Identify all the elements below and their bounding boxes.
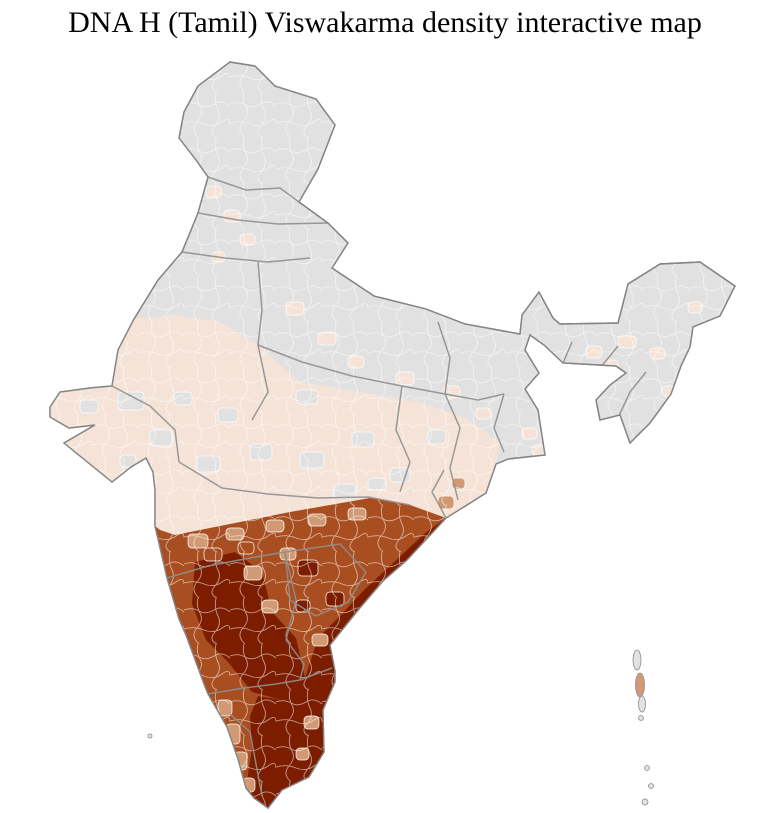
district-patch[interactable] [303, 715, 320, 730]
district-patch[interactable] [603, 359, 619, 371]
district-patch[interactable] [617, 335, 637, 349]
district-patch[interactable] [389, 467, 411, 483]
district-patch[interactable] [585, 345, 603, 359]
district-patch[interactable] [225, 723, 241, 745]
district-patch[interactable] [205, 185, 222, 199]
district-patch[interactable] [333, 483, 357, 499]
district-patch[interactable] [79, 399, 99, 414]
district-patch[interactable] [351, 431, 375, 448]
district-patch[interactable] [295, 389, 319, 405]
district-patch[interactable] [307, 513, 327, 527]
island-andaman-north[interactable] [632, 649, 642, 671]
district-patch[interactable] [297, 559, 319, 577]
district-patch[interactable] [443, 385, 461, 399]
island-nicobar-2[interactable] [648, 783, 654, 789]
district-patch[interactable] [295, 599, 311, 613]
district-patch[interactable] [317, 331, 337, 346]
district-patch[interactable] [265, 519, 285, 533]
district-patch[interactable] [661, 385, 676, 397]
district-patch[interactable] [347, 507, 367, 521]
district-patch[interactable] [211, 251, 226, 263]
district-patch[interactable] [295, 747, 310, 761]
district-patch[interactable] [649, 347, 666, 360]
district-patch[interactable] [299, 451, 325, 469]
page-title: DNA H (Tamil) Viswakarma density interac… [68, 6, 702, 39]
district-patch[interactable] [325, 591, 345, 607]
district-patch[interactable] [243, 565, 263, 581]
islands [147, 649, 654, 806]
district-patch[interactable] [237, 541, 255, 555]
district-patch[interactable] [451, 477, 466, 490]
district-patch[interactable] [261, 599, 279, 614]
district-patch[interactable] [279, 547, 297, 561]
district-patch[interactable] [203, 547, 223, 562]
district-patch[interactable] [311, 633, 329, 647]
island-nicobar-1[interactable] [644, 765, 650, 771]
district-patch[interactable] [149, 429, 173, 447]
district-patch[interactable] [119, 454, 137, 468]
district-patch[interactable] [239, 233, 256, 246]
island-lakshadweep[interactable] [147, 733, 153, 739]
district-patch[interactable] [117, 391, 145, 411]
district-patch[interactable] [395, 371, 415, 386]
district-patch[interactable] [217, 407, 239, 423]
district-patch[interactable] [195, 455, 221, 473]
district-patch[interactable] [521, 427, 538, 440]
district-patch[interactable] [475, 407, 492, 420]
island-nicobar-3[interactable] [641, 798, 649, 806]
island-andaman-south[interactable] [638, 695, 646, 713]
district-patch[interactable] [437, 495, 455, 510]
island-andaman-central[interactable] [635, 672, 645, 698]
district-patch[interactable] [285, 301, 305, 316]
district-patch[interactable] [173, 391, 193, 406]
district-patch[interactable] [217, 699, 233, 717]
district-patch[interactable] [427, 429, 447, 445]
district-patch[interactable] [367, 477, 387, 491]
district-patch[interactable] [249, 443, 273, 461]
district-patch[interactable] [347, 355, 365, 369]
island-andaman-islet[interactable] [638, 715, 644, 721]
district-patch[interactable] [225, 527, 245, 541]
district-patch[interactable] [187, 533, 209, 549]
district-patch[interactable] [687, 301, 703, 314]
district-patch[interactable] [223, 209, 241, 223]
